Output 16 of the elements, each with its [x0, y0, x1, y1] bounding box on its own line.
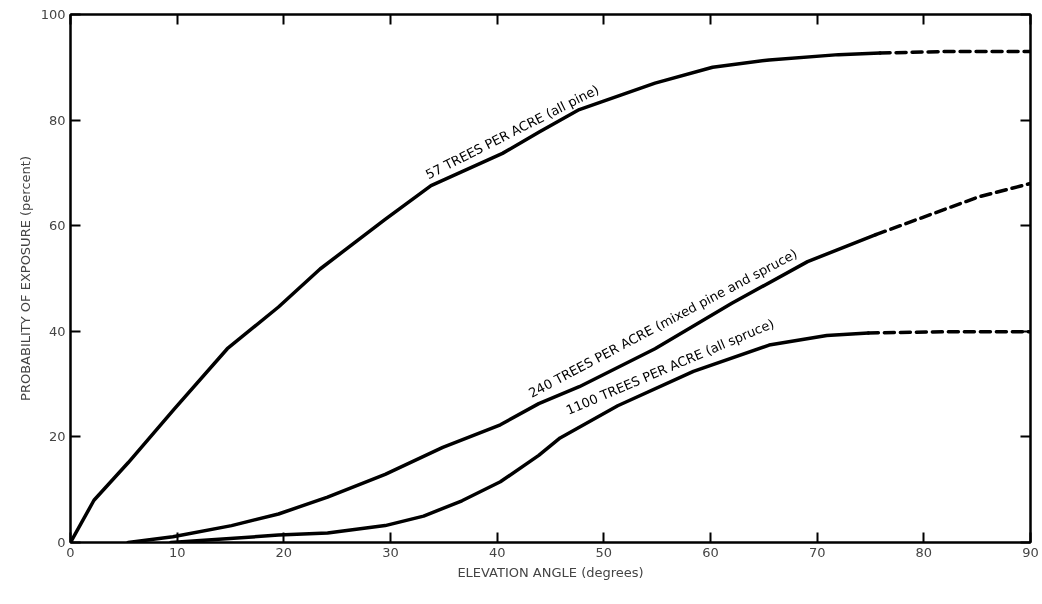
- x-tick-label: 40: [488, 544, 506, 560]
- y-tick-label: 40: [48, 323, 66, 339]
- x-tick-label: 60: [702, 544, 719, 560]
- x-tick-label: 70: [808, 544, 826, 560]
- x-tick-label: 10: [168, 544, 186, 560]
- y-tick-label: 100: [40, 7, 66, 22]
- x-tick-label: 50: [595, 544, 613, 560]
- x-axis-title: ELEVATION ANGLE (degrees): [457, 564, 644, 580]
- x-tick-label: 90: [1022, 544, 1039, 560]
- y-tick-label: 60: [48, 218, 66, 234]
- x-tick-label: 20: [275, 544, 293, 560]
- x-tick-label: 80: [915, 544, 933, 560]
- y-axis-title: PROBABILITY OF EXPOSURE (percent): [17, 156, 33, 401]
- y-tick-label: 20: [48, 429, 66, 445]
- y-tick-label: 80: [48, 112, 66, 128]
- x-tick-label: 30: [382, 544, 399, 560]
